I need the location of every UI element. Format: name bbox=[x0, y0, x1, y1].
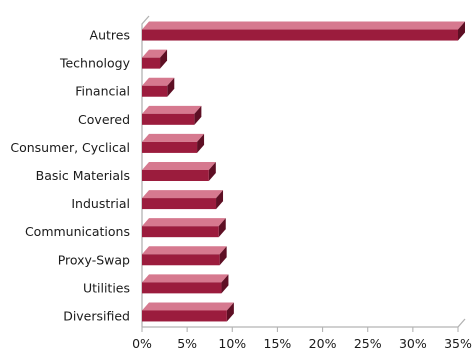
bar-top-face bbox=[142, 162, 216, 170]
x-tick-label: 20% bbox=[309, 336, 337, 349]
bar-front-face bbox=[142, 254, 220, 266]
bar-front-face bbox=[142, 141, 198, 153]
x-tick-label: 5% bbox=[177, 336, 197, 349]
bar-front-face bbox=[142, 57, 161, 69]
bar-side-face bbox=[458, 21, 465, 41]
category-label: Consumer, Cyclical bbox=[10, 140, 130, 155]
chart-bars bbox=[142, 21, 465, 322]
category-label: Communications bbox=[25, 224, 130, 239]
chart-labels: 0% 5% 10% 15% 20% 25% 30% 35% Autres Technology Fi… bbox=[10, 28, 472, 349]
y-axis-line bbox=[141, 15, 150, 327]
x-tick-label: 10% bbox=[218, 336, 246, 349]
bar-side-face bbox=[194, 105, 202, 125]
bar-top-face bbox=[142, 77, 175, 86]
bar-top-face bbox=[142, 218, 226, 227]
bar-top-face bbox=[142, 49, 168, 58]
bar bbox=[142, 49, 168, 69]
bar-top-face bbox=[142, 246, 227, 255]
bar-side-face bbox=[167, 77, 175, 97]
bar-side-face bbox=[160, 49, 168, 69]
x-tick-label: 15% bbox=[264, 336, 292, 349]
bar-side-face bbox=[197, 133, 205, 153]
bar bbox=[142, 246, 227, 266]
bar-top-face bbox=[142, 105, 202, 114]
bar-front-face bbox=[142, 310, 227, 322]
bar-front-face bbox=[142, 282, 222, 294]
bar-side-face bbox=[208, 162, 216, 181]
bar-top-face bbox=[142, 190, 224, 199]
x-tick-label: 30% bbox=[399, 336, 427, 349]
bar bbox=[142, 105, 202, 125]
bar-front-face bbox=[142, 113, 195, 125]
bar-top-face bbox=[142, 302, 234, 311]
bar bbox=[142, 274, 229, 294]
category-label: Basic Materials bbox=[36, 168, 130, 183]
bar-front-face bbox=[142, 226, 219, 238]
bar-side-face bbox=[221, 274, 229, 294]
bar bbox=[142, 21, 465, 41]
bar-side-face bbox=[226, 302, 234, 322]
bar-front-face bbox=[142, 29, 458, 41]
category-label: Proxy-Swap bbox=[58, 252, 130, 267]
bar bbox=[142, 77, 175, 97]
category-label: Autres bbox=[90, 28, 130, 43]
bar bbox=[142, 190, 224, 210]
category-label: Technology bbox=[59, 56, 131, 71]
category-label: Industrial bbox=[71, 196, 130, 211]
category-label: Diversified bbox=[63, 308, 130, 323]
category-label: Utilities bbox=[83, 280, 130, 295]
bar-front-face bbox=[142, 85, 168, 97]
bar-top-face bbox=[142, 274, 229, 283]
category-label: Financial bbox=[75, 84, 130, 99]
bar-top-face bbox=[142, 133, 205, 142]
category-label: Covered bbox=[78, 112, 130, 127]
bar-side-face bbox=[218, 218, 226, 238]
bar bbox=[142, 302, 234, 322]
bar-side-face bbox=[219, 246, 227, 266]
bar-side-face bbox=[216, 190, 224, 210]
bar bbox=[142, 162, 216, 181]
bar bbox=[142, 218, 226, 238]
bar-top-face bbox=[142, 21, 465, 30]
x-tick-label: 35% bbox=[444, 336, 472, 349]
chart-axes bbox=[141, 15, 466, 332]
x-tick-label: 25% bbox=[354, 336, 382, 349]
bar bbox=[142, 133, 205, 153]
bar-front-face bbox=[142, 198, 217, 210]
bar-front-face bbox=[142, 170, 209, 181]
x-tick-label: 0% bbox=[132, 336, 152, 349]
